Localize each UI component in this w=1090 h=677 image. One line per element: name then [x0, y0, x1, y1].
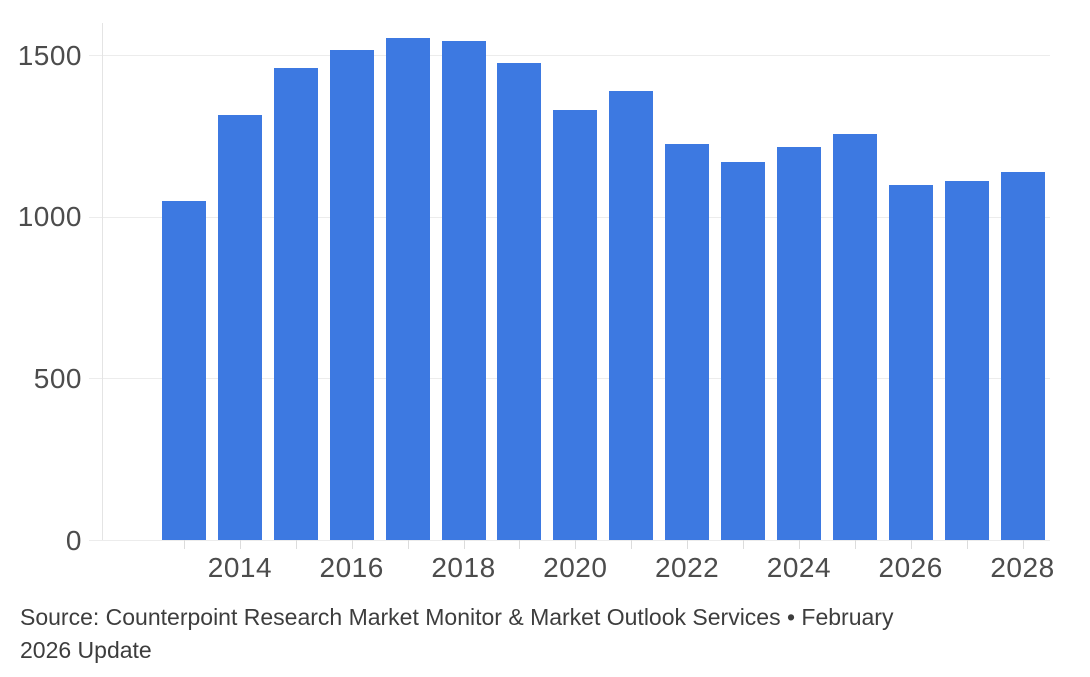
bar-2026[interactable]: [888, 184, 933, 540]
bar-2025[interactable]: [832, 134, 877, 540]
gridline-y-1500: [89, 55, 1050, 57]
x-axis-tick-label: 2014: [207, 552, 273, 583]
y-axis-tick-label: 1000: [17, 201, 82, 233]
x-axis-tick: [910, 540, 912, 549]
y-axis-tick-label: 500: [33, 362, 82, 394]
bar-2028[interactable]: [1000, 171, 1045, 540]
x-axis-tick: [295, 540, 297, 549]
x-axis-tick-label: 2024: [766, 552, 832, 583]
x-axis-tick: [743, 540, 744, 549]
x-axis-tick: [575, 540, 577, 549]
y-axis-tick-label: 1500: [17, 39, 82, 71]
x-axis-tick: [854, 540, 856, 549]
bar-2020[interactable]: [553, 110, 598, 540]
x-axis-tick-label: 2020: [543, 552, 608, 583]
bar-2019[interactable]: [497, 63, 542, 540]
x-axis-tick: [687, 540, 689, 549]
bar-2018[interactable]: [441, 40, 486, 540]
x-axis-tick: [966, 540, 968, 549]
x-axis-tick: [463, 540, 465, 549]
x-axis-tick: [798, 540, 800, 549]
bar-2023[interactable]: [721, 161, 765, 540]
x-axis-tick-label: 2016: [319, 552, 384, 583]
x-axis-tick-label: 2028: [990, 552, 1055, 583]
x-axis-tick-label: 2018: [431, 552, 496, 583]
bar-2014[interactable]: [217, 115, 262, 540]
bar-2022[interactable]: [665, 144, 710, 540]
bar-2016[interactable]: [329, 50, 374, 540]
x-axis-tick: [519, 540, 521, 549]
x-axis-tick-label: 2026: [878, 552, 943, 583]
x-axis-tick: [184, 540, 185, 549]
bar-2013[interactable]: [162, 200, 206, 540]
x-axis-tick: [239, 540, 241, 549]
x-axis-tick: [351, 540, 353, 549]
bar-2021[interactable]: [609, 90, 654, 540]
bar-2015[interactable]: [273, 68, 318, 540]
y-axis-tick-label: 0: [65, 524, 82, 556]
bar-2017[interactable]: [385, 37, 430, 540]
source-line-2: 2026 Update: [20, 637, 152, 663]
gridline-y-0: [89, 540, 1050, 541]
y-axis-line: [102, 23, 103, 540]
x-axis-tick: [631, 540, 633, 549]
x-axis-tick-label: 2022: [654, 552, 720, 583]
x-axis-tick: [1022, 540, 1024, 549]
source-note: Source: Counterpoint Research Market Mon…: [20, 601, 1070, 667]
bar-2027[interactable]: [944, 181, 989, 540]
bar-2024[interactable]: [776, 147, 821, 540]
x-axis-tick: [407, 540, 409, 549]
source-line-1: Source: Counterpoint Research Market Mon…: [20, 604, 894, 630]
